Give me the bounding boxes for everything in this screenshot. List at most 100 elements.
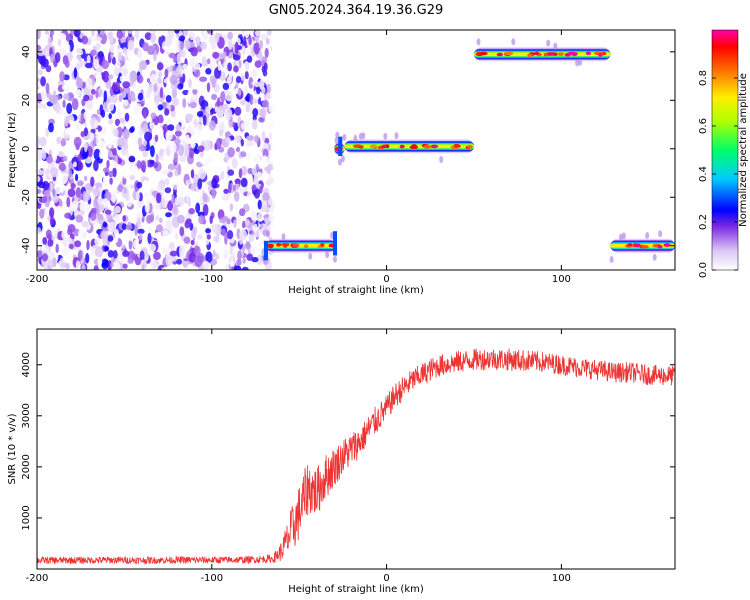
spectrogram-noise-blob — [108, 119, 114, 125]
signal-peak-spot — [504, 51, 514, 56]
colorbar-gradient — [711, 29, 739, 271]
spectrogram-noise-blob — [164, 178, 170, 186]
spectrogram-noise-blob — [205, 228, 212, 234]
spectrogram-noise-blob — [267, 197, 273, 206]
spectrogram-noise-blob — [189, 101, 197, 109]
spectrogram-noise-blob — [236, 212, 241, 225]
spectrogram-noise-blob — [75, 260, 81, 270]
spectrogram-noise-blob — [106, 160, 110, 169]
spectrogram-noise-blob — [124, 112, 130, 122]
spectrogram-noise-blob — [175, 124, 181, 132]
spectrogram-noise-blob — [254, 81, 260, 88]
spectrogram-noise-blob — [227, 62, 233, 72]
spectrogram-noise-blob — [254, 35, 260, 43]
spectrogram-noise-blob — [209, 33, 217, 45]
spectrogram-noise-blob — [111, 193, 117, 204]
spectrogram-noise-blob — [157, 30, 163, 37]
spectrogram-noise-blob — [66, 102, 73, 115]
spectrogram-noise-blob — [170, 84, 176, 90]
spectrogram-noise-blob — [90, 176, 95, 187]
spectrogram-noise-blob — [222, 82, 230, 90]
spectrogram-noise-blob — [205, 251, 213, 263]
spectrogram-noise-blob — [175, 68, 180, 77]
spectrogram-noise-blob — [113, 215, 120, 223]
spectrogram-noise-blob — [268, 121, 275, 131]
spectrogram-noise-blob — [203, 153, 211, 161]
spectrogram-noise-blob — [150, 145, 155, 158]
spectrogram-noise-blob — [61, 230, 66, 239]
spectrogram-noise-blob — [228, 117, 234, 128]
spectrogram-noise-blob — [122, 81, 131, 89]
spectrogram-noise-blob — [164, 187, 172, 194]
spectrogram-noise-blob — [37, 188, 42, 194]
spectrogram-noise-blob — [154, 203, 162, 210]
spectrogram-noise-blob — [269, 141, 276, 154]
spectrogram-noise-blob — [141, 264, 145, 270]
spectrogram-noise-blob — [41, 58, 49, 68]
spectrogram-noise-blob — [197, 87, 205, 95]
spectrogram-noise-blob — [37, 227, 42, 234]
spectrogram-y-tick-label: -40 — [21, 238, 32, 254]
spectrogram-noise-blob — [50, 95, 59, 105]
spectrogram-noise-blob — [265, 37, 270, 45]
spectrogram-noise-blob — [162, 230, 169, 238]
spectrogram-noise-blob — [139, 250, 145, 261]
spectrogram-noise-blob — [233, 65, 239, 73]
spectrogram-noise-blob — [144, 32, 153, 40]
spectrogram-noise-blob — [52, 195, 59, 203]
spectrogram-y-tick-label: 0 — [21, 146, 32, 152]
spectrogram-noise-blob — [77, 250, 83, 262]
spectrogram-noise-blob — [117, 136, 125, 148]
signal-peak-spot — [640, 244, 649, 249]
spectrogram-noise-blob — [161, 266, 170, 270]
spectrogram-noise-blob — [147, 232, 152, 244]
spectrogram-noise-blob — [76, 122, 80, 132]
spectrogram-noise-blob — [73, 136, 82, 148]
spectrogram-noise-blob — [75, 173, 79, 182]
spectrogram-x-tick-label: -200 — [26, 274, 49, 285]
signal-halo-blob — [553, 42, 558, 50]
spectrogram-noise-blob — [100, 30, 105, 37]
spectrogram-noise-blob — [174, 197, 179, 206]
spectrogram-noise-blob — [228, 182, 232, 194]
spectrogram-noise-blob — [46, 155, 54, 164]
spectrogram-noise-blob — [202, 192, 208, 203]
snr-y-tick-label: 1000 — [21, 505, 32, 530]
signal-halo-blob — [342, 133, 347, 141]
spectrogram-noise-blob — [154, 232, 162, 240]
spectrogram-noise-blob — [73, 30, 81, 37]
spectrogram-noise-blob — [179, 35, 186, 41]
spectrogram-noise-blob — [231, 157, 238, 169]
signal-halo-blob — [476, 38, 481, 46]
spectrogram-noise-blob — [250, 244, 258, 256]
spectrogram-noise-blob — [108, 170, 114, 178]
spectrogram-noise-blob — [254, 135, 260, 143]
spectrogram-noise-blob — [102, 167, 110, 173]
spectrogram-noise-blob — [79, 49, 84, 56]
spectrogram-noise-blob — [60, 172, 68, 185]
spectrogram-noise-blob — [65, 43, 71, 54]
spectrogram-noise-blob — [153, 162, 159, 169]
spectrogram-noise-blob — [102, 175, 110, 185]
spectrogram-noise-blob — [253, 173, 258, 185]
spectrogram-noise-blob — [85, 77, 93, 90]
spectrogram-noise-blob — [221, 228, 226, 237]
spectrogram-noise-blob — [176, 214, 185, 224]
spectrogram-noise-blob — [58, 162, 66, 171]
signal-halo-blob — [338, 158, 342, 166]
spectrogram-noise-blob — [146, 78, 151, 83]
spectrogram-noise-blob — [86, 201, 91, 214]
spectrogram-noise-blob — [245, 102, 251, 113]
spectrogram-noise-blob — [232, 54, 241, 61]
spectrogram-noise-blob — [104, 209, 112, 215]
spectrogram-noise-blob — [99, 150, 104, 160]
spectrogram-noise-blob — [177, 144, 185, 156]
spectrogram-noise-blob — [174, 30, 180, 34]
signal-peak-spot — [358, 145, 364, 149]
spectrogram-noise-blob — [44, 206, 49, 218]
spectrogram-noise-blob — [93, 58, 100, 70]
spectrogram-noise-blob — [226, 218, 231, 225]
spectrogram-noise-blob — [139, 60, 148, 71]
spectrogram-noise-blob — [119, 75, 125, 82]
spectrogram-noise-blob — [188, 32, 195, 41]
